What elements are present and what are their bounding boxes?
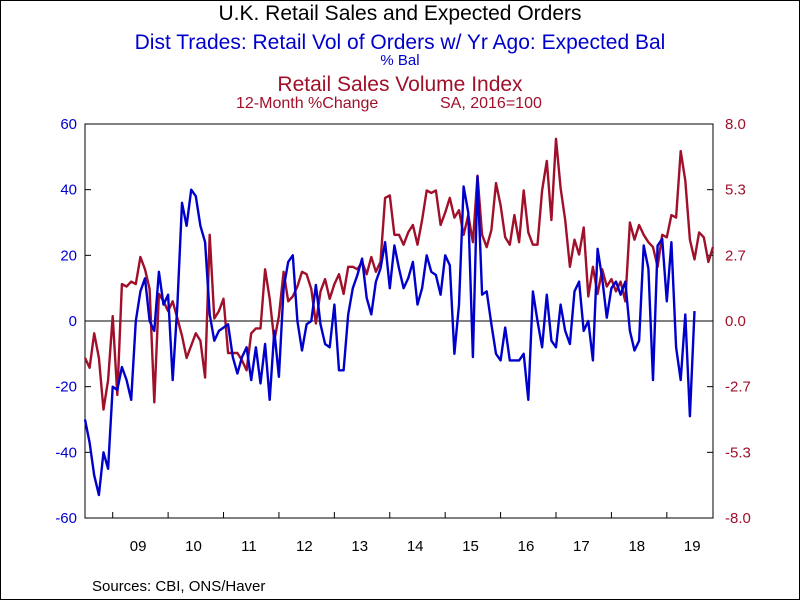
right-tick-label: -2.7 <box>725 379 751 396</box>
x-tick-label: 10 <box>185 538 202 555</box>
right-basis-label: SA, 2016=100 <box>440 95 542 112</box>
x-tick-label: 16 <box>518 538 535 555</box>
x-tick-label: 17 <box>573 538 590 555</box>
right-tick-label: 0.0 <box>725 313 746 330</box>
x-tick-label: 14 <box>407 538 424 555</box>
retail-sales-volume-line <box>83 137 715 411</box>
right-tick-label: -5.3 <box>725 444 751 461</box>
left-tick-label: 40 <box>60 182 77 199</box>
x-tick-label: 11 <box>241 538 257 555</box>
x-tick-label: 13 <box>351 538 368 555</box>
right-series-title: Retail Sales Volume Index <box>277 73 523 96</box>
expected-orders-line <box>83 175 696 497</box>
x-tick-label: 18 <box>628 538 645 555</box>
right-tick-label: 5.3 <box>725 182 746 199</box>
x-tick-label: 09 <box>130 538 147 555</box>
left-tick-label: -40 <box>55 444 77 461</box>
left-series-title: Dist Trades: Retail Vol of Orders w/ Yr … <box>134 31 666 54</box>
x-tick-label: 15 <box>462 538 479 555</box>
left-tick-label: -20 <box>55 379 77 396</box>
left-unit-label: % Bal <box>380 52 420 69</box>
left-tick-label: -60 <box>55 510 77 527</box>
left-tick-label: 0 <box>69 313 77 330</box>
right-tick-label: 2.7 <box>725 247 746 264</box>
x-tick-label: 12 <box>296 538 313 555</box>
left-tick-label: 60 <box>60 116 77 133</box>
x-tick-label: 19 <box>684 538 701 555</box>
source-note: Sources: CBI, ONS/Haver <box>92 578 266 595</box>
left-tick-label: 20 <box>60 247 77 264</box>
right-unit-label: 12-Month %Change <box>236 95 379 112</box>
chart-title: U.K. Retail Sales and Expected Orders <box>218 2 582 25</box>
right-tick-label: 8.0 <box>725 116 746 133</box>
right-tick-label: -8.0 <box>725 510 751 527</box>
